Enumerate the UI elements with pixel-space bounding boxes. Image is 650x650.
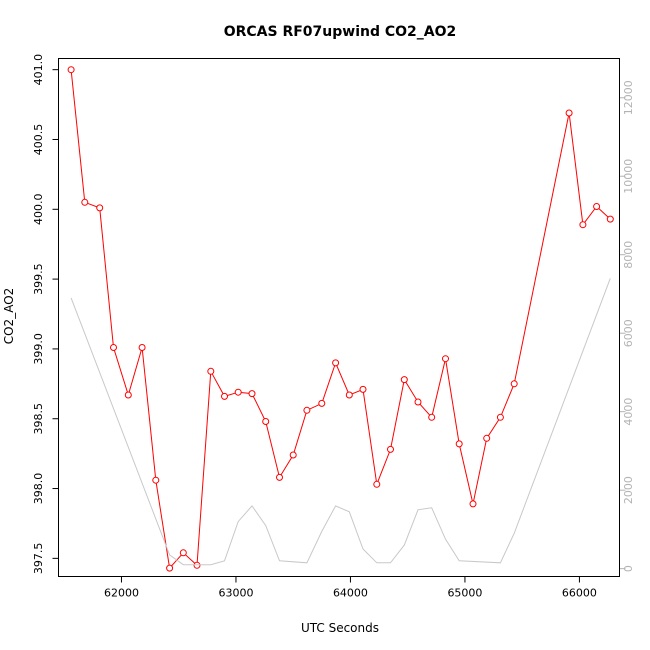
co2-data-point [81, 198, 89, 206]
series-layer [67, 66, 614, 572]
co2-data-point [318, 399, 326, 407]
plot-frame [58, 58, 620, 577]
co2-data-point [442, 355, 449, 363]
y-tick-label: 400.0 [32, 194, 45, 226]
x-axis-label: UTC Seconds [301, 621, 379, 635]
co2-data-point [593, 203, 601, 210]
co2-data-point [276, 473, 283, 481]
co2-data-point [606, 215, 614, 223]
co2-data-point [565, 109, 573, 117]
co2-data-point [110, 344, 117, 351]
right-y-tick-label: 12000 [622, 80, 635, 115]
co2-data-point [138, 344, 146, 351]
y-axis-label: CO2_AO2 [2, 288, 16, 345]
co2-data-point [345, 391, 353, 399]
co2-data-point [248, 390, 256, 398]
y-axis: 397.5 398.0 398.5 399.0 399.5 400.0 400.5 401.0 [32, 54, 59, 574]
co2-data-point [152, 476, 160, 484]
x-tick-label: 62000 [104, 587, 139, 600]
secondary-series-line [70, 278, 611, 566]
co2-data-point [234, 388, 242, 396]
co2-data-point [179, 549, 187, 557]
y-tick-label: 399.5 [32, 263, 45, 295]
co2-data-point [124, 391, 132, 399]
co2-data-point [469, 500, 477, 508]
co2-data-point [455, 440, 463, 448]
co2-data-point [332, 359, 340, 367]
co2-data-point [579, 221, 587, 229]
co2-data-point [359, 385, 367, 393]
right-y-tick-label: 2000 [622, 476, 635, 504]
y-tick-label: 398.5 [32, 403, 45, 435]
right-y-tick-label: 0 [622, 565, 635, 572]
chart-title: ORCAS RF07upwind CO2_AO2 [224, 24, 457, 40]
co2-data-point [221, 392, 228, 400]
y-tick-label: 398.0 [32, 473, 45, 505]
right-y-tick-label: 4000 [622, 398, 635, 426]
right-y-tick-label: 8000 [622, 241, 635, 269]
co2-data-point [483, 434, 491, 442]
co2-data-point [414, 398, 422, 406]
right-axis: 0 2000 4000 6000 8000 10000 12000 [619, 80, 635, 572]
y-tick-label: 399.0 [32, 333, 45, 365]
co2-data-point [428, 413, 436, 421]
co2-data-point [193, 561, 201, 569]
y-tick-label: 400.5 [32, 124, 45, 156]
co2-data-point [166, 564, 174, 572]
co2-data-point [67, 66, 75, 74]
x-tick-label: 63000 [218, 587, 253, 600]
co2-data-point [510, 380, 518, 388]
x-axis: 62000 63000 64000 65000 66000 [104, 576, 597, 600]
y-tick-label: 397.5 [32, 543, 45, 575]
co2-data-point [96, 204, 104, 212]
x-tick-label: 66000 [562, 587, 597, 600]
co2-data-point [387, 445, 394, 453]
co2-data-point [373, 480, 381, 488]
co2-data-point [303, 406, 311, 414]
co2-data-point [207, 367, 215, 375]
co2-data-point [400, 376, 408, 384]
right-y-tick-label: 10000 [622, 159, 635, 194]
x-tick-label: 65000 [447, 587, 482, 600]
x-tick-label: 64000 [333, 587, 368, 600]
right-y-tick-label: 6000 [622, 319, 635, 347]
co2-data-point [262, 418, 270, 425]
y-tick-label: 401.0 [32, 54, 45, 86]
co2-data-point [496, 413, 504, 421]
co2-data-point [289, 451, 297, 459]
